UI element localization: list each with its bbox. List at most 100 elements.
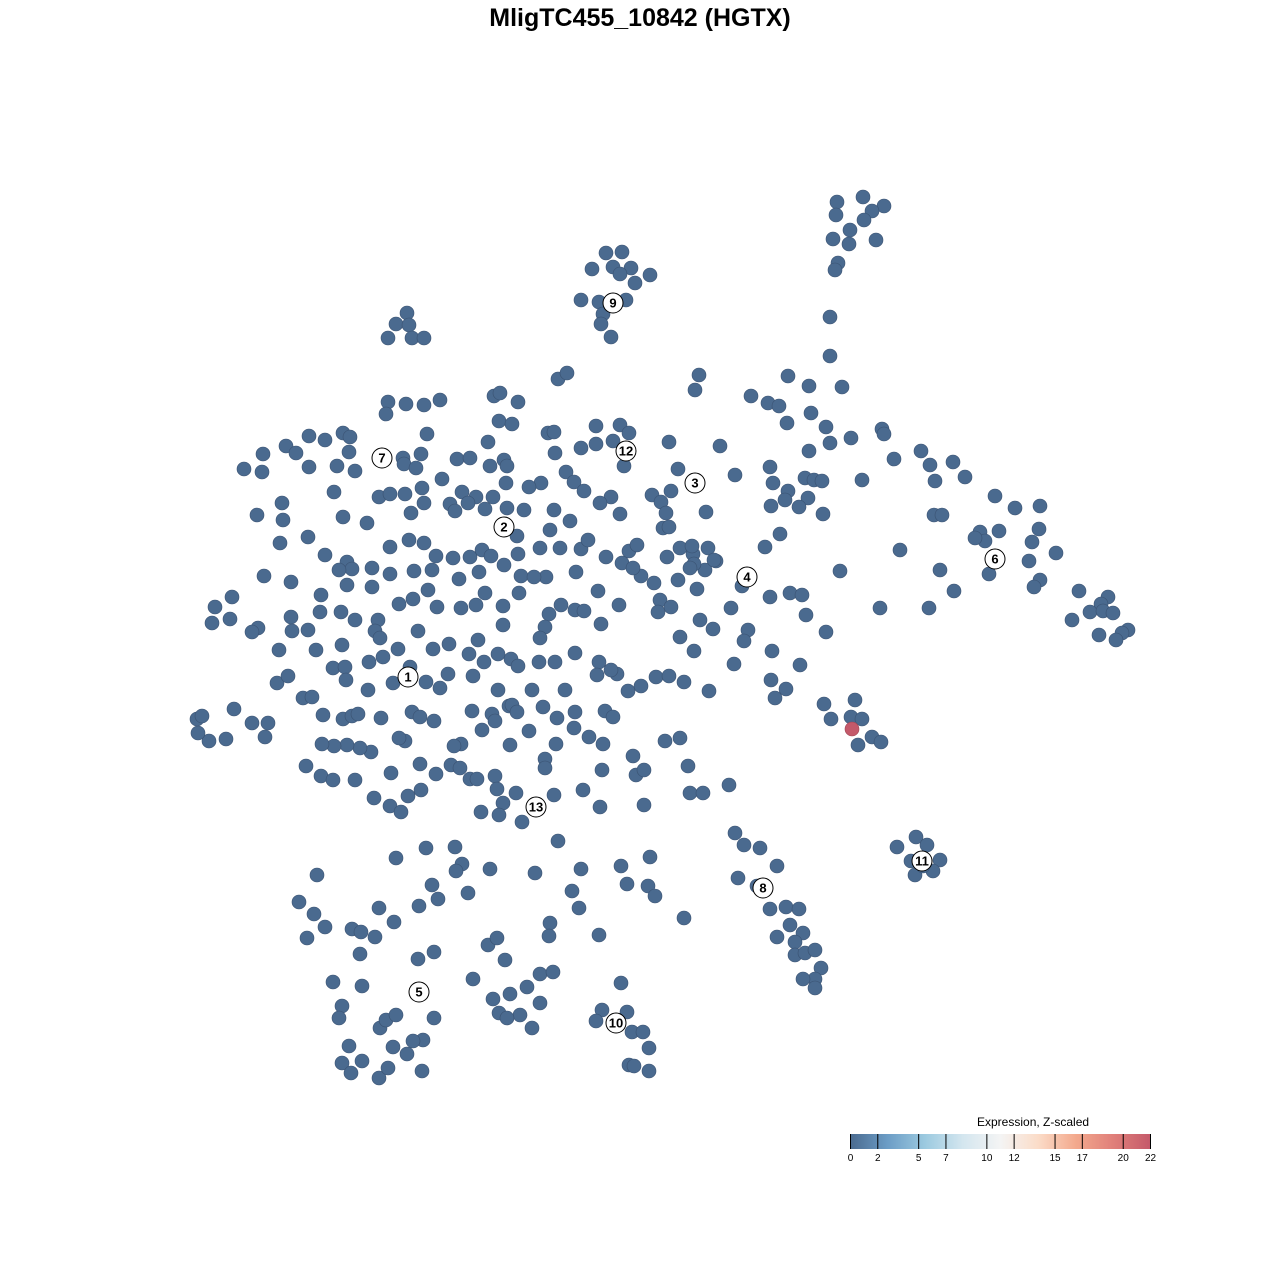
data-point <box>483 548 499 564</box>
data-point <box>552 540 568 556</box>
cluster-label-9: 9 <box>602 292 624 314</box>
data-point <box>856 212 872 228</box>
data-point <box>401 532 417 548</box>
data-point <box>546 424 562 440</box>
data-point <box>334 637 350 653</box>
data-point <box>499 500 515 516</box>
data-point <box>378 406 394 422</box>
legend-tick-label: 5 <box>915 1153 922 1164</box>
data-point <box>568 564 584 580</box>
svg-text:13: 13 <box>529 800 543 815</box>
cluster-label-6: 6 <box>984 548 1006 570</box>
data-point <box>485 991 501 1007</box>
data-point <box>573 861 589 877</box>
data-point <box>380 330 396 346</box>
data-point <box>991 523 1007 539</box>
data-point <box>352 740 368 756</box>
data-point <box>967 530 983 546</box>
data-point <box>573 292 589 308</box>
data-point <box>325 772 341 788</box>
data-point <box>691 367 707 383</box>
data-point <box>342 429 358 445</box>
data-point <box>791 499 807 515</box>
data-point <box>763 672 779 688</box>
data-point <box>331 1010 347 1026</box>
data-point <box>256 568 272 584</box>
data-point <box>301 459 317 475</box>
data-point <box>359 515 375 531</box>
data-point <box>511 585 527 601</box>
data-point <box>367 929 383 945</box>
data-point <box>257 729 273 745</box>
data-point <box>591 927 607 943</box>
data-point <box>575 782 591 798</box>
data-point <box>498 475 514 491</box>
data-point <box>593 316 609 332</box>
data-point <box>547 445 563 461</box>
data-point <box>420 582 436 598</box>
data-point <box>485 489 501 505</box>
legend-tick-label: 20 <box>1117 1153 1129 1164</box>
svg-text:2: 2 <box>500 520 507 535</box>
data-point <box>657 733 673 749</box>
data-point <box>661 668 677 684</box>
data-point <box>405 1033 421 1049</box>
data-point <box>260 715 276 731</box>
data-point <box>509 704 525 720</box>
data-point <box>300 529 316 545</box>
data-point <box>641 1063 657 1079</box>
data-point <box>274 495 290 511</box>
data-point <box>406 563 422 579</box>
data-point <box>313 587 329 603</box>
data-point <box>383 765 399 781</box>
svg-text:12: 12 <box>619 444 633 459</box>
data-point <box>291 894 307 910</box>
data-point <box>854 472 870 488</box>
data-point <box>692 612 708 628</box>
data-point <box>480 434 496 450</box>
data-point <box>946 583 962 599</box>
data-point <box>573 440 589 456</box>
data-point <box>418 840 434 856</box>
data-point <box>309 867 325 883</box>
data-point <box>380 1060 396 1076</box>
data-point <box>499 1010 515 1026</box>
data-point <box>391 596 407 612</box>
data-point <box>676 910 692 926</box>
data-point <box>794 587 810 603</box>
data-point <box>491 807 507 823</box>
data-point <box>531 654 547 670</box>
data-point <box>661 434 677 450</box>
data-point <box>576 483 592 499</box>
data-point <box>957 469 973 485</box>
chart-title: MligTC455_10842 (HGTX) <box>489 4 791 32</box>
data-point <box>767 690 783 706</box>
data-point <box>344 561 360 577</box>
data-point <box>580 532 596 548</box>
data-point <box>743 388 759 404</box>
data-point <box>592 495 608 511</box>
data-point <box>787 934 803 950</box>
data-point <box>827 262 843 278</box>
data-point <box>593 616 609 632</box>
data-point <box>932 562 948 578</box>
data-point <box>283 574 299 590</box>
data-point <box>547 654 563 670</box>
legend-tick-label: 0 <box>847 1153 854 1164</box>
data-point <box>798 607 814 623</box>
data-point <box>338 672 354 688</box>
data-point <box>778 681 794 697</box>
data-point <box>416 330 432 346</box>
data-point <box>513 568 529 584</box>
data-point <box>201 733 217 749</box>
data-point <box>868 232 884 248</box>
data-point <box>629 537 645 553</box>
data-point <box>822 348 838 364</box>
data-point <box>834 379 850 395</box>
legend-tick-label: 2 <box>874 1153 881 1164</box>
data-point <box>510 394 526 410</box>
svg-text:5: 5 <box>415 985 422 1000</box>
data-point <box>373 710 389 726</box>
data-point <box>727 467 743 483</box>
data-point <box>1032 498 1048 514</box>
